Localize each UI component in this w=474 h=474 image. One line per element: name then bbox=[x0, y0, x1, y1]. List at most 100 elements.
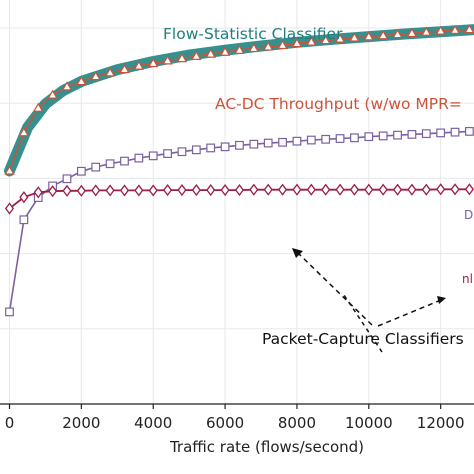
capture-a-point bbox=[249, 139, 259, 149]
capture-b-point bbox=[278, 183, 288, 196]
capture-a-edge-label: D bbox=[464, 208, 473, 222]
acdc-point bbox=[133, 60, 145, 70]
capture-a-point bbox=[177, 147, 187, 157]
capture-a-point bbox=[407, 130, 417, 139]
acdc-point bbox=[147, 57, 159, 68]
acdc-point bbox=[306, 36, 317, 46]
capture-b-point bbox=[62, 184, 72, 197]
capture-a-point bbox=[206, 143, 216, 153]
capture-b-point bbox=[392, 183, 403, 196]
capture-a-point bbox=[120, 156, 129, 166]
capture-a-point bbox=[19, 215, 29, 225]
capture-a-point bbox=[306, 135, 316, 145]
flow-statistic-label: Flow-Statistic Classifier bbox=[163, 25, 343, 43]
arrow-to-capture-a bbox=[297, 252, 373, 326]
capture-b-point bbox=[349, 183, 359, 196]
acdc-point bbox=[291, 38, 303, 48]
arrow-head-b bbox=[437, 296, 446, 304]
acdc-point bbox=[248, 42, 260, 53]
acdc-point bbox=[119, 63, 130, 74]
capture-a-point bbox=[105, 159, 115, 169]
capture-b-point bbox=[306, 183, 316, 196]
acdc-point bbox=[90, 71, 101, 81]
capture-b-point bbox=[436, 183, 446, 196]
x-tick-label: 8000 bbox=[278, 414, 316, 432]
capture-b-edge-label: nl bbox=[462, 272, 473, 286]
acdc-point bbox=[421, 26, 432, 36]
capture-b-point bbox=[206, 183, 216, 197]
capture-b-point bbox=[263, 183, 273, 196]
acdc-point bbox=[47, 89, 58, 99]
capture-b-point bbox=[364, 183, 374, 196]
acdc-point bbox=[219, 46, 231, 56]
capture-a-point bbox=[335, 134, 345, 143]
grid bbox=[0, 0, 474, 405]
capture-b-point bbox=[4, 202, 15, 215]
capture-b-point bbox=[321, 183, 331, 196]
arrow-head-a bbox=[292, 248, 303, 258]
packet-capture-label: Packet-Capture Classifiers bbox=[262, 330, 464, 348]
acdc-point bbox=[349, 32, 360, 42]
capture-b-point bbox=[220, 183, 230, 197]
capture-a-point bbox=[364, 132, 374, 142]
capture-a-point bbox=[292, 136, 302, 146]
capture-b-point bbox=[249, 183, 259, 196]
acdc-point bbox=[104, 67, 116, 77]
capture-b-point bbox=[177, 183, 187, 197]
acdc-point bbox=[76, 75, 87, 86]
capture-a-point bbox=[62, 174, 72, 184]
capture-b-point bbox=[335, 183, 345, 196]
acdc-point bbox=[61, 81, 73, 91]
capture-a-point bbox=[163, 149, 172, 158]
annotation-arrows bbox=[297, 252, 442, 353]
arrow-heads bbox=[292, 248, 446, 304]
acdc-point bbox=[277, 39, 288, 50]
acdc-point bbox=[363, 31, 375, 41]
capture-b-point bbox=[33, 186, 43, 199]
capture-b-point bbox=[148, 184, 158, 197]
x-axis-label: Traffic rate (flows/second) bbox=[169, 438, 364, 456]
capture-a-point bbox=[220, 142, 230, 152]
capture-a-point bbox=[278, 137, 287, 147]
capture-b-point bbox=[421, 183, 431, 196]
acdc-throughput-label: AC-DC Throughput (w/wo MPR= bbox=[215, 95, 462, 113]
arrow-to-capture-b bbox=[377, 299, 442, 327]
capture-b-point bbox=[191, 183, 201, 197]
capture-b-point bbox=[407, 183, 417, 196]
x-tick-label: 2000 bbox=[62, 414, 100, 432]
acdc-point bbox=[191, 50, 202, 60]
capture-a-point bbox=[350, 133, 359, 143]
capture-a-point bbox=[378, 131, 388, 141]
acdc-point bbox=[464, 24, 474, 34]
capture-a-point bbox=[465, 126, 474, 136]
capture-a-point bbox=[321, 134, 331, 144]
capture-a-point bbox=[91, 162, 101, 172]
capture-b-point bbox=[378, 183, 388, 196]
acdc-point bbox=[392, 28, 403, 39]
acdc-point bbox=[205, 48, 216, 58]
capture-a-point bbox=[235, 140, 244, 150]
capture-b-point bbox=[292, 183, 302, 196]
acdc-point bbox=[449, 24, 461, 35]
series-layer bbox=[4, 24, 474, 317]
capture-a-point bbox=[450, 127, 460, 137]
acdc-point bbox=[4, 165, 15, 175]
series-line-capture-a bbox=[8, 130, 470, 313]
capture-a-point bbox=[436, 128, 446, 138]
x-tick-label: 10000 bbox=[345, 414, 393, 432]
capture-b-point bbox=[119, 184, 130, 197]
acdc-point bbox=[334, 33, 346, 43]
capture-b-point bbox=[234, 183, 245, 197]
acdc-point bbox=[406, 27, 418, 38]
x-ticks: 0 2000 4000 6000 8000 10000 12000 bbox=[5, 404, 465, 432]
capture-a-point bbox=[76, 166, 86, 176]
acdc-point bbox=[320, 34, 331, 45]
capture-b-point bbox=[105, 184, 115, 197]
capture-a-point bbox=[263, 138, 273, 148]
capture-b-point bbox=[91, 184, 101, 197]
acdc-point bbox=[33, 102, 44, 112]
capture-b-point bbox=[450, 183, 460, 196]
x-tick-label: 4000 bbox=[134, 414, 172, 432]
capture-b-point bbox=[48, 185, 58, 198]
